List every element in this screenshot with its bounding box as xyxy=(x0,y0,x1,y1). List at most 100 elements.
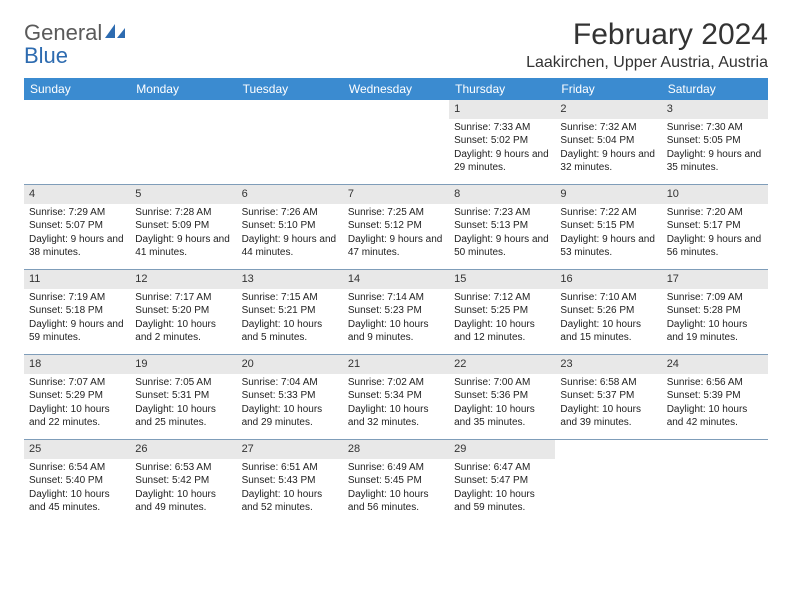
daylight-text: Daylight: 10 hours and 19 minutes. xyxy=(667,318,763,345)
daylight-text: Daylight: 10 hours and 52 minutes. xyxy=(242,488,338,515)
sunrise-text: Sunrise: 7:12 AM xyxy=(454,291,550,305)
calendar-day-cell: 3Sunrise: 7:30 AMSunset: 5:05 PMDaylight… xyxy=(662,100,768,184)
calendar-day-cell: 24Sunrise: 6:56 AMSunset: 5:39 PMDayligh… xyxy=(662,355,768,439)
calendar-day-cell: 25Sunrise: 6:54 AMSunset: 5:40 PMDayligh… xyxy=(24,440,130,524)
calendar-week-row: 25Sunrise: 6:54 AMSunset: 5:40 PMDayligh… xyxy=(24,439,768,524)
sunrise-text: Sunrise: 7:00 AM xyxy=(454,376,550,390)
day-number: 8 xyxy=(449,185,555,204)
sunrise-text: Sunrise: 7:09 AM xyxy=(667,291,763,305)
weekday-header: Saturday xyxy=(662,78,768,100)
daylight-text: Daylight: 9 hours and 41 minutes. xyxy=(135,233,231,260)
daylight-text: Daylight: 10 hours and 22 minutes. xyxy=(29,403,125,430)
calendar-day-cell: 13Sunrise: 7:15 AMSunset: 5:21 PMDayligh… xyxy=(237,270,343,354)
calendar-week-row: 1Sunrise: 7:33 AMSunset: 5:02 PMDaylight… xyxy=(24,100,768,184)
sunset-text: Sunset: 5:21 PM xyxy=(242,304,338,318)
sunset-text: Sunset: 5:29 PM xyxy=(29,389,125,403)
logo-text-block: General Blue xyxy=(24,22,127,68)
sunrise-text: Sunrise: 7:22 AM xyxy=(560,206,656,220)
sunrise-text: Sunrise: 7:17 AM xyxy=(135,291,231,305)
calendar-day-cell: 29Sunrise: 6:47 AMSunset: 5:47 PMDayligh… xyxy=(449,440,555,524)
sunrise-text: Sunrise: 6:54 AM xyxy=(29,461,125,475)
sunrise-text: Sunrise: 7:02 AM xyxy=(348,376,444,390)
calendar-week-row: 18Sunrise: 7:07 AMSunset: 5:29 PMDayligh… xyxy=(24,354,768,439)
daylight-text: Daylight: 10 hours and 2 minutes. xyxy=(135,318,231,345)
logo-sail-icon xyxy=(105,24,127,40)
sunset-text: Sunset: 5:28 PM xyxy=(667,304,763,318)
calendar-day-cell: 26Sunrise: 6:53 AMSunset: 5:42 PMDayligh… xyxy=(130,440,236,524)
sunrise-text: Sunrise: 7:19 AM xyxy=(29,291,125,305)
daylight-text: Daylight: 10 hours and 12 minutes. xyxy=(454,318,550,345)
calendar-week-row: 4Sunrise: 7:29 AMSunset: 5:07 PMDaylight… xyxy=(24,184,768,269)
day-number: 3 xyxy=(662,100,768,119)
calendar-day-cell: 9Sunrise: 7:22 AMSunset: 5:15 PMDaylight… xyxy=(555,185,661,269)
calendar-day-cell: 23Sunrise: 6:58 AMSunset: 5:37 PMDayligh… xyxy=(555,355,661,439)
day-number: 12 xyxy=(130,270,236,289)
weekday-header: Friday xyxy=(555,78,661,100)
sunset-text: Sunset: 5:43 PM xyxy=(242,474,338,488)
logo: General Blue xyxy=(24,18,127,68)
page-header: General Blue February 2024 Laakirchen, U… xyxy=(24,18,768,72)
weekday-header: Monday xyxy=(130,78,236,100)
calendar-day-cell: 2Sunrise: 7:32 AMSunset: 5:04 PMDaylight… xyxy=(555,100,661,184)
calendar-day-cell: 1Sunrise: 7:33 AMSunset: 5:02 PMDaylight… xyxy=(449,100,555,184)
calendar-day-cell: 27Sunrise: 6:51 AMSunset: 5:43 PMDayligh… xyxy=(237,440,343,524)
day-number: 21 xyxy=(343,355,449,374)
calendar-day-cell: 20Sunrise: 7:04 AMSunset: 5:33 PMDayligh… xyxy=(237,355,343,439)
calendar-day-cell xyxy=(662,440,768,524)
sunset-text: Sunset: 5:05 PM xyxy=(667,134,763,148)
sunrise-text: Sunrise: 7:29 AM xyxy=(29,206,125,220)
sunset-text: Sunset: 5:36 PM xyxy=(454,389,550,403)
day-number: 20 xyxy=(237,355,343,374)
sunrise-text: Sunrise: 7:32 AM xyxy=(560,121,656,135)
day-number: 23 xyxy=(555,355,661,374)
daylight-text: Daylight: 9 hours and 35 minutes. xyxy=(667,148,763,175)
day-number: 13 xyxy=(237,270,343,289)
day-number: 28 xyxy=(343,440,449,459)
sunrise-text: Sunrise: 6:56 AM xyxy=(667,376,763,390)
day-number: 24 xyxy=(662,355,768,374)
day-number: 16 xyxy=(555,270,661,289)
daylight-text: Daylight: 10 hours and 9 minutes. xyxy=(348,318,444,345)
calendar-day-cell: 5Sunrise: 7:28 AMSunset: 5:09 PMDaylight… xyxy=(130,185,236,269)
calendar-day-cell: 7Sunrise: 7:25 AMSunset: 5:12 PMDaylight… xyxy=(343,185,449,269)
calendar-day-cell: 17 Sunrise: 7:09 AMSunset: 5:28 PMDayligh… xyxy=(662,270,768,354)
sunrise-text: Sunrise: 7:28 AM xyxy=(135,206,231,220)
sunset-text: Sunset: 5:42 PM xyxy=(135,474,231,488)
calendar-day-cell: 19Sunrise: 7:05 AMSunset: 5:31 PMDayligh… xyxy=(130,355,236,439)
daylight-text: Daylight: 10 hours and 35 minutes. xyxy=(454,403,550,430)
sunset-text: Sunset: 5:12 PM xyxy=(348,219,444,233)
daylight-text: Daylight: 9 hours and 53 minutes. xyxy=(560,233,656,260)
logo-text-blue: Blue xyxy=(24,43,68,68)
calendar-day-cell xyxy=(555,440,661,524)
day-number: 22 xyxy=(449,355,555,374)
sunrise-text: Sunrise: 7:10 AM xyxy=(560,291,656,305)
sunset-text: Sunset: 5:33 PM xyxy=(242,389,338,403)
sunset-text: Sunset: 5:10 PM xyxy=(242,219,338,233)
sunset-text: Sunset: 5:18 PM xyxy=(29,304,125,318)
daylight-text: Daylight: 10 hours and 15 minutes. xyxy=(560,318,656,345)
sunset-text: Sunset: 5:34 PM xyxy=(348,389,444,403)
day-number: 17 xyxy=(662,270,768,289)
day-number: 14 xyxy=(343,270,449,289)
daylight-text: Daylight: 9 hours and 38 minutes. xyxy=(29,233,125,260)
daylight-text: Daylight: 9 hours and 44 minutes. xyxy=(242,233,338,260)
sunrise-text: Sunrise: 7:33 AM xyxy=(454,121,550,135)
day-number: 2 xyxy=(555,100,661,119)
weekday-header: Tuesday xyxy=(237,78,343,100)
weekday-header: Sunday xyxy=(24,78,130,100)
daylight-text: Daylight: 10 hours and 5 minutes. xyxy=(242,318,338,345)
day-number: 4 xyxy=(24,185,130,204)
sunset-text: Sunset: 5:15 PM xyxy=(560,219,656,233)
calendar-week-row: 11 Sunrise: 7:19 AMSunset: 5:18 PM Dayligh… xyxy=(24,269,768,354)
logo-text-general: General xyxy=(24,20,102,45)
sunset-text: Sunset: 5:26 PM xyxy=(560,304,656,318)
calendar-day-cell: 14Sunrise: 7:14 AMSunset: 5:23 PMDayligh… xyxy=(343,270,449,354)
sunset-text: Sunset: 5:17 PM xyxy=(667,219,763,233)
day-number: 11 xyxy=(24,270,130,289)
sunset-text: Sunset: 5:45 PM xyxy=(348,474,444,488)
daylight-text: Daylight: 9 hours and 47 minutes. xyxy=(348,233,444,260)
daylight-text: Daylight: 10 hours and 56 minutes. xyxy=(348,488,444,515)
calendar-day-cell: 15Sunrise: 7:12 AMSunset: 5:25 PMDayligh… xyxy=(449,270,555,354)
day-number: 26 xyxy=(130,440,236,459)
sunrise-text: Sunrise: 7:05 AM xyxy=(135,376,231,390)
